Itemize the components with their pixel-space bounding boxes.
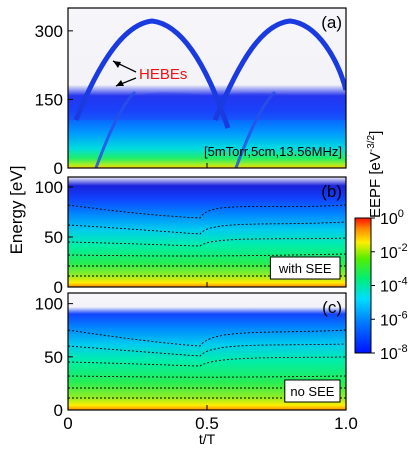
- colorbar-tick-exponent: -6: [398, 309, 408, 321]
- colorbar-tick-exponent: -8: [398, 343, 408, 355]
- colorbar-tick-base: 10: [380, 211, 398, 228]
- colorbar-label-end: ]: [367, 131, 384, 135]
- panel-a-y-tick-label-0: 0: [54, 159, 63, 178]
- hebe-arrowhead-lower: [116, 80, 124, 86]
- panel-c-legend-text: no SEE: [290, 384, 334, 399]
- colorbar-tick-label-2: 10-4: [380, 276, 408, 296]
- x-tick-label-1: 0.5: [195, 414, 219, 433]
- panel-a: [68, 8, 346, 168]
- colorbar-tick-label-3: 10-6: [380, 309, 408, 329]
- panel-c-y-tick-label-2: 100: [35, 295, 63, 314]
- colorbar-tick-base: 10: [380, 279, 398, 296]
- colorbar-tick-exponent: -2: [398, 242, 408, 254]
- panel-a-noise-band: [68, 92, 346, 120]
- panel-c-contours: [68, 329, 346, 399]
- panel-b-legend-text: with SEE: [278, 261, 332, 276]
- panel-b-contours: [68, 204, 346, 277]
- colorbar-tick-label-4: 10-8: [380, 343, 408, 363]
- panel-a-y-tick-label-1: 150: [35, 90, 63, 109]
- panel-b-y-tick-label-2: 100: [35, 178, 63, 197]
- panel-b-legend-box: [269, 256, 341, 280]
- colorbar-tick-exponent: -4: [398, 276, 408, 288]
- panel-a-condition-label: [5mTorr,5cm,13.56MHz]: [204, 144, 342, 159]
- panel-b-label: (b): [321, 182, 342, 201]
- colorbar-tick-exponent: 0: [398, 208, 404, 220]
- panel-a-heatmap: [68, 8, 346, 168]
- marks-layer: 0 150 300 (a) [5mTorr,5cm,13.56MHz] HEBEs 0 50 1…: [35, 13, 358, 433]
- panel-a-y-tick-label-2: 300: [35, 22, 63, 41]
- colorbar: [354, 217, 372, 354]
- panel-c-y-tick-label-0: 0: [54, 401, 63, 420]
- panel-c-legend-box: [284, 379, 341, 403]
- hebe-arrowhead-upper: [113, 61, 121, 68]
- hebe-beam-1: [73, 18, 231, 129]
- panel-c-y-tick-label-1: 50: [44, 348, 63, 367]
- hebe-secondary-beam-2: [234, 90, 277, 168]
- colorbar-tick-label-0: 100: [380, 208, 404, 228]
- colorbar-label-exponent: -3/2: [366, 134, 377, 152]
- colorbar-tick-base: 10: [380, 346, 398, 363]
- hebe-annotation: HEBEs: [139, 66, 187, 83]
- panel-b-y-tick-label-1: 50: [44, 228, 63, 247]
- colorbar-tick-base: 10: [380, 245, 398, 262]
- panel-a-label: (a): [321, 13, 342, 32]
- hebe-beam-2: [212, 18, 346, 121]
- panel-c-label: (c): [322, 298, 342, 317]
- colorbar-tick-label-1: 10-2: [380, 242, 408, 262]
- x-tick-label-0: 0: [63, 414, 72, 433]
- hebe-secondary-beam-1: [94, 90, 137, 168]
- colorbar-label-text: EEPF [eV: [367, 152, 384, 218]
- x-axis-label: t/T: [199, 431, 216, 447]
- colorbar-tick-base: 10: [380, 312, 398, 329]
- panel-b-y-tick-label-0: 0: [54, 278, 63, 297]
- x-tick-label-2: 1.0: [334, 414, 358, 433]
- y-axis-label: Energy [eV]: [7, 166, 26, 255]
- colorbar-label: EEPF [eV-3/2]: [366, 131, 384, 218]
